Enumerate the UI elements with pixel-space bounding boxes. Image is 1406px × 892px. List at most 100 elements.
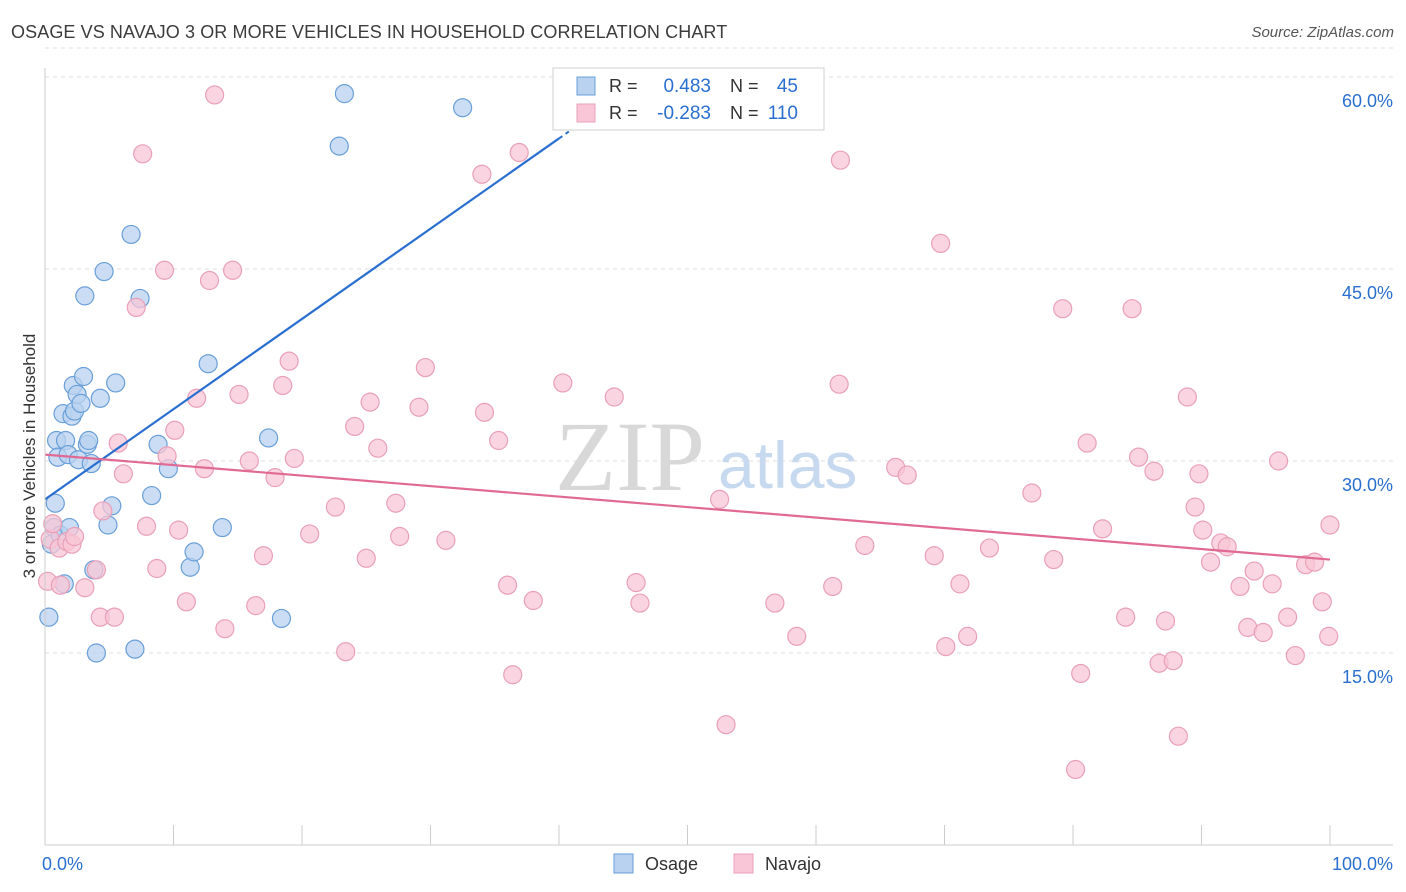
navajo-point: [1053, 299, 1073, 319]
navajo-point: [284, 448, 304, 469]
osage-point: [453, 98, 473, 118]
legend-navajo-label: Navajo: [765, 854, 821, 874]
navajo-point: [356, 548, 376, 568]
osage-point: [212, 517, 232, 538]
watermark: ZIP atlas: [555, 401, 857, 512]
navajo-point: [1230, 576, 1250, 597]
navajo-point: [1193, 520, 1213, 540]
navajo-point: [1168, 726, 1188, 746]
navajo-point: [43, 514, 63, 534]
navajo-point: [360, 392, 380, 412]
osage-point: [79, 430, 99, 451]
navajo-point: [950, 574, 970, 594]
navajo-point: [829, 374, 849, 394]
navajo-point: [958, 626, 978, 646]
osage-trend-line: [44, 137, 560, 501]
osage-point: [121, 224, 141, 245]
osage-point: [94, 261, 114, 282]
navajo-point: [503, 665, 523, 685]
navajo-point: [787, 626, 807, 646]
navajo-point: [1177, 387, 1197, 407]
navajo-point: [108, 433, 128, 453]
navajo-point: [1277, 607, 1298, 627]
osage-point: [39, 607, 59, 627]
osage-point: [75, 286, 95, 306]
navajo-point: [1217, 537, 1237, 557]
navajo-r-label: R =: [609, 103, 638, 123]
navajo-point: [1122, 299, 1142, 319]
navajo-point: [1244, 561, 1264, 581]
navajo-n-value: 110: [768, 103, 798, 124]
source-label: Source: ZipAtlas.com: [1251, 24, 1394, 41]
axis-layer: 15.0% 30.0% 45.0% 60.0% 0.0% 100.0%: [42, 68, 1393, 874]
navajo-point: [93, 501, 113, 521]
y-tick-label: 15.0%: [1342, 667, 1393, 687]
osage-point: [142, 485, 162, 506]
navajo-point: [390, 526, 410, 547]
y-tick-label: 30.0%: [1342, 475, 1393, 495]
navajo-point: [1268, 451, 1289, 471]
navajo-point: [386, 493, 406, 513]
navajo-point: [253, 546, 274, 566]
navajo-n-label: N =: [730, 103, 759, 123]
navajo-point: [710, 489, 730, 509]
navajo-point: [157, 446, 177, 466]
navajo-point: [855, 535, 875, 556]
chart-title: OSAGE VS NAVAJO 3 OR MORE VEHICLES IN HO…: [11, 22, 728, 42]
osage-point: [329, 136, 349, 156]
navajo-point: [169, 520, 189, 540]
osage-point: [258, 428, 279, 448]
navajo-point: [474, 402, 495, 422]
legend-navajo-swatch: [733, 853, 754, 874]
y-tick-label: 45.0%: [1342, 283, 1393, 303]
osage-point: [73, 366, 94, 387]
osage-point: [334, 84, 355, 104]
navajo-point: [205, 85, 225, 105]
osage-point: [71, 393, 91, 413]
watermark-zip: ZIP: [555, 401, 705, 512]
navajo-point: [75, 578, 95, 598]
navajo-point: [1189, 464, 1209, 484]
navajo-point: [265, 468, 285, 488]
osage-point: [86, 643, 107, 663]
osage-point: [198, 354, 218, 374]
navajo-point: [199, 270, 220, 291]
navajo-point: [1285, 645, 1305, 666]
navajo-point: [830, 150, 851, 170]
navajo-point: [1185, 497, 1205, 517]
navajo-point: [630, 593, 650, 613]
navajo-point: [936, 636, 956, 657]
navajo-point: [104, 607, 124, 627]
navajo-point: [931, 233, 951, 253]
navajo-point: [300, 524, 320, 544]
navajo-point: [823, 576, 843, 597]
navajo-point: [273, 375, 293, 396]
points-layer: [37, 84, 1340, 780]
navajo-point: [165, 420, 185, 440]
navajo-point: [1128, 447, 1149, 467]
navajo-point: [924, 546, 944, 566]
navajo-point: [113, 464, 133, 484]
navajo-point: [1262, 574, 1282, 594]
x-tick-label: 0.0%: [42, 854, 83, 874]
osage-point: [106, 373, 126, 393]
navajo-point: [133, 144, 153, 164]
osage-r-value: 0.483: [663, 76, 711, 97]
navajo-point: [1044, 549, 1064, 570]
navajo-point: [409, 397, 429, 417]
navajo-point: [509, 142, 529, 163]
osage-point: [90, 388, 110, 408]
osage-swatch: [576, 76, 596, 96]
navajo-r-value: -0.283: [657, 103, 711, 124]
navajo-point: [1163, 651, 1183, 671]
navajo-point: [1155, 611, 1176, 631]
navajo-point: [229, 384, 249, 405]
navajo-point: [215, 619, 235, 639]
navajo-point: [979, 538, 1000, 558]
stats-legend: R = 0.483 N = 45 R = -0.283 N = 110: [552, 67, 825, 131]
osage-point: [184, 542, 204, 562]
osage-n-value: 45: [777, 76, 798, 97]
navajo-point: [553, 373, 573, 393]
navajo-point: [345, 416, 365, 437]
navajo-point: [325, 497, 346, 517]
